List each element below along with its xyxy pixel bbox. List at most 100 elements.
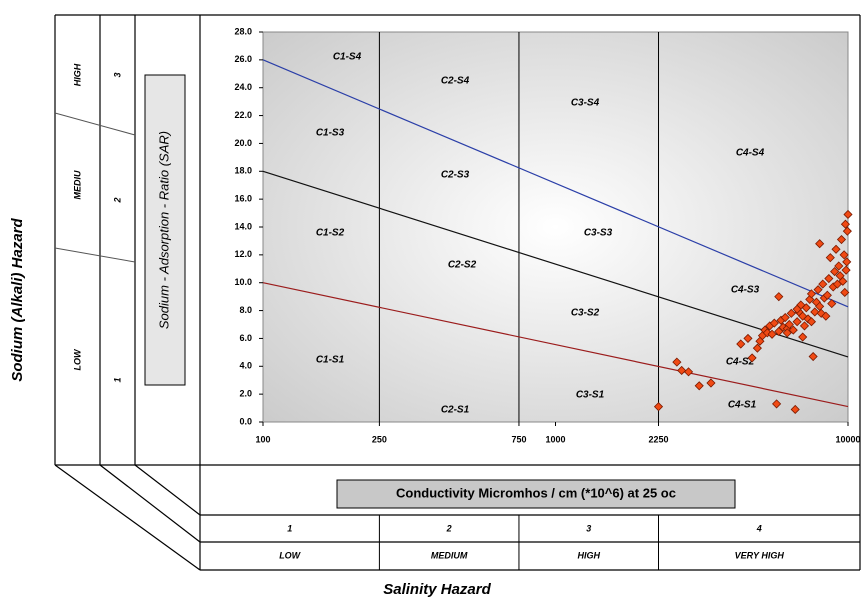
data-point <box>834 261 844 271</box>
data-point <box>799 321 810 331</box>
data-point <box>782 328 792 338</box>
zone-label: C1-S2 <box>316 228 345 239</box>
data-point <box>836 234 847 245</box>
y-tick-label: 10.0 <box>234 277 252 287</box>
data-point <box>788 325 798 335</box>
x-hazard-level: MEDIUM <box>431 550 468 560</box>
data-point <box>694 381 704 391</box>
data-point <box>806 289 817 299</box>
x-hazard-level: VERY HIGH <box>735 550 785 560</box>
ylabel-box <box>144 74 186 386</box>
x-hazard-number: 2 <box>446 523 452 533</box>
classification-line <box>262 170 849 358</box>
x-hazard-number: 4 <box>756 523 762 533</box>
x-tick-label: 100 <box>255 434 270 444</box>
zone-label: C4-S2 <box>726 357 755 368</box>
data-point <box>827 299 837 309</box>
data-point <box>808 351 818 362</box>
zone-label: C2-S2 <box>448 260 477 271</box>
y-tick-label: 28.0 <box>234 26 252 36</box>
data-point <box>803 314 813 324</box>
data-point <box>790 404 800 415</box>
data-point <box>772 399 782 409</box>
data-point <box>762 328 772 338</box>
data-point <box>672 357 682 367</box>
data-point <box>840 287 850 298</box>
zone-label: C1-S3 <box>316 128 345 139</box>
y-hazard-number: 1 <box>112 377 122 382</box>
x-hazard-level: HIGH <box>577 550 600 560</box>
data-point <box>784 319 794 330</box>
zone-label: C2-S4 <box>441 76 470 87</box>
xlabel-box <box>336 479 736 509</box>
y-tick-label: 2.0 <box>239 389 252 399</box>
data-point <box>786 308 796 318</box>
y-tick-label: 22.0 <box>234 110 252 120</box>
zone-label: C2-S1 <box>441 405 470 416</box>
y-tick-label: 0.0 <box>239 416 252 426</box>
x-tick-label: 1000 <box>545 434 565 444</box>
data-point <box>774 292 784 302</box>
data-point <box>792 304 802 314</box>
data-point <box>818 279 828 289</box>
y-tick-label: 14.0 <box>234 221 252 231</box>
y-hazard-level: MEDIU <box>72 170 82 200</box>
data-point <box>841 265 851 275</box>
data-point <box>815 239 825 249</box>
zone-label: C4-S1 <box>728 400 757 411</box>
data-point <box>821 311 831 321</box>
y-hazard-title: Sodium (Alkali) Hazard <box>9 217 26 381</box>
data-point <box>806 317 817 327</box>
zone-label: C3-S1 <box>576 390 605 401</box>
y-tick-label: 20.0 <box>234 138 252 148</box>
y-hazard-number: 2 <box>112 197 122 203</box>
data-point <box>653 402 664 412</box>
y-tick-label: 16.0 <box>234 194 252 204</box>
zone-label: C4-S4 <box>736 148 765 159</box>
data-point <box>792 317 802 327</box>
y-hazard-level: HIGH <box>72 63 82 86</box>
data-point <box>824 273 834 284</box>
data-point <box>810 307 820 317</box>
x-tick-label: 750 <box>511 434 526 444</box>
x-hazard-number: 1 <box>287 523 292 533</box>
zone-label: C3-S3 <box>584 228 613 239</box>
data-point <box>747 353 757 363</box>
x-tick-label: 2250 <box>648 434 668 444</box>
data-point <box>840 219 850 229</box>
frame <box>54 14 861 571</box>
data-point <box>831 244 841 254</box>
data-point <box>706 378 716 388</box>
data-point <box>825 253 835 263</box>
zone-label: C3-S4 <box>571 98 600 109</box>
data-point <box>843 209 853 220</box>
zone-label: C1-S4 <box>333 52 362 63</box>
data-point <box>798 332 808 342</box>
plot-area <box>262 31 849 423</box>
x-tick-label: 250 <box>372 434 387 444</box>
y-hazard-number: 3 <box>112 72 122 77</box>
y-axis-label: Sodium - Adsorption - Ratio (SAR) <box>156 131 171 329</box>
x-tick-label: 10000 <box>835 434 860 444</box>
y-tick-label: 18.0 <box>234 166 252 176</box>
zone-label: C3-S2 <box>571 308 600 319</box>
y-tick-label: 12.0 <box>234 249 252 259</box>
data-point <box>839 250 849 260</box>
data-point <box>822 290 832 300</box>
data-point <box>769 318 779 328</box>
y-tick-label: 24.0 <box>234 82 252 92</box>
data-point <box>683 367 694 377</box>
data-point <box>838 276 848 286</box>
zone-label: C4-S3 <box>731 285 760 296</box>
y-tick-label: 26.0 <box>234 54 252 64</box>
zone-label: C1-S1 <box>316 355 345 366</box>
y-hazard-level: LOW <box>72 348 82 370</box>
data-point <box>677 365 687 376</box>
x-hazard-title: Salinity Hazard <box>383 581 491 598</box>
y-tick-label: 6.0 <box>239 333 252 343</box>
data-point <box>736 339 746 349</box>
data-point <box>842 257 852 267</box>
data-point <box>752 343 762 353</box>
x-hazard-number: 3 <box>586 523 591 533</box>
data-point <box>842 226 852 236</box>
